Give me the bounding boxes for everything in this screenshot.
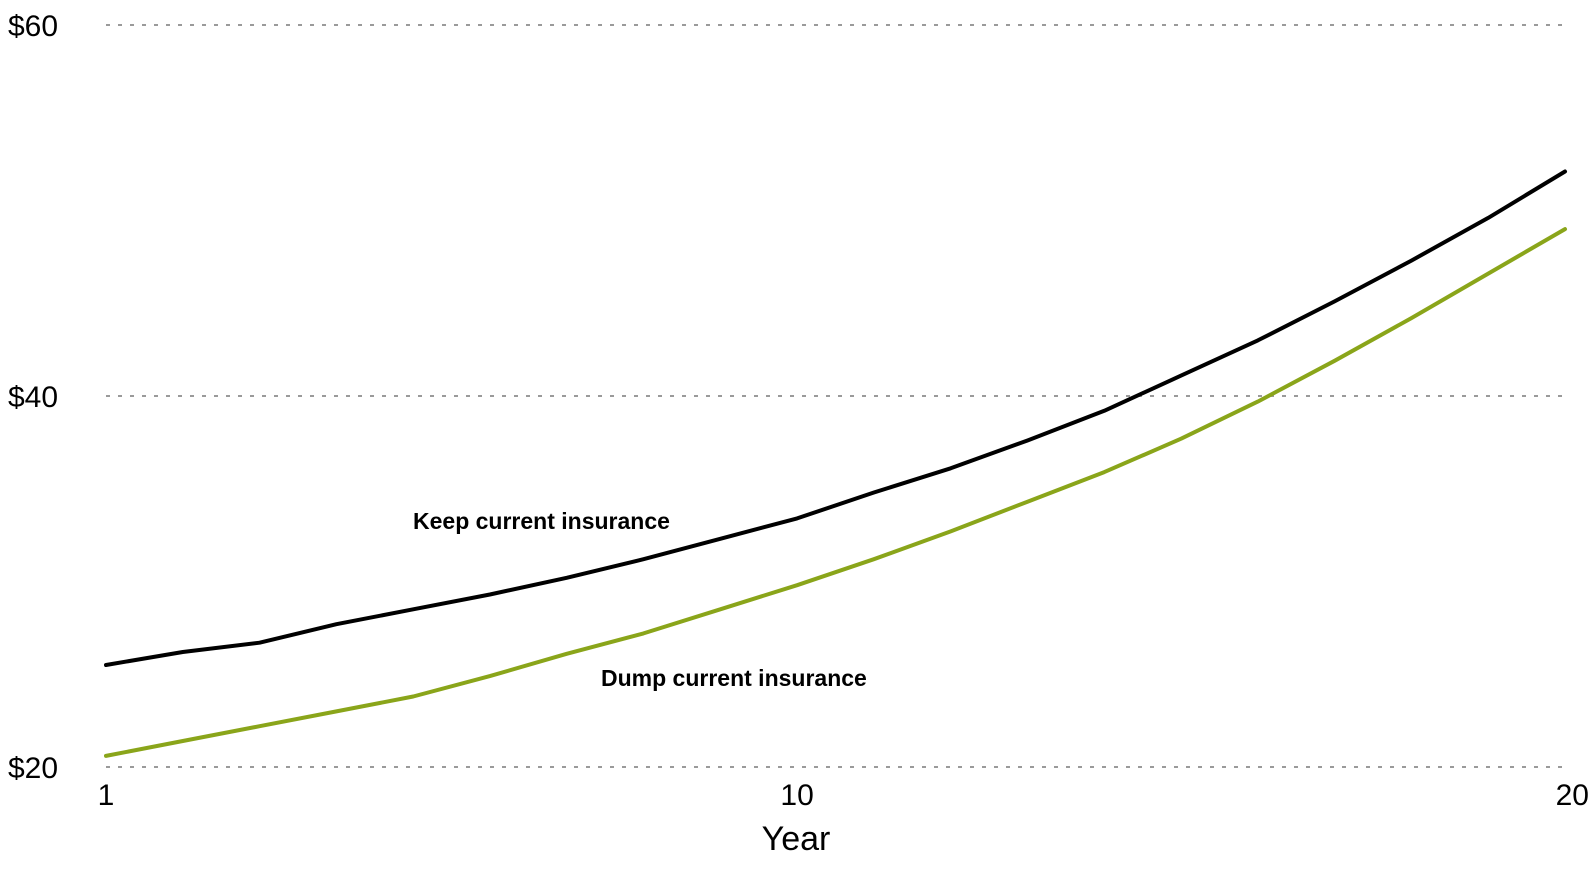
x-tick-label: 20	[1556, 779, 1589, 812]
y-tick-label: $20	[8, 752, 58, 785]
series-label-keep-current-insurance: Keep current insurance	[413, 508, 670, 534]
series-lines	[104, 169, 1567, 758]
x-axis-title: Year	[762, 820, 831, 858]
series-label-dump-current-insurance: Dump current insurance	[601, 665, 867, 691]
y-tick-label: $60	[8, 10, 58, 43]
y-axis-tick-labels: $20 $40 $60	[8, 10, 58, 785]
x-tick-label: 1	[98, 779, 115, 812]
x-tick-label: 10	[780, 779, 813, 812]
x-axis-tick-labels: 1 10 20	[98, 779, 1589, 812]
y-tick-label: $40	[8, 381, 58, 414]
series-line-keep-current-insurance	[104, 169, 1567, 667]
gridlines	[106, 24, 1565, 768]
series-line-dump-current-insurance	[104, 227, 1567, 758]
